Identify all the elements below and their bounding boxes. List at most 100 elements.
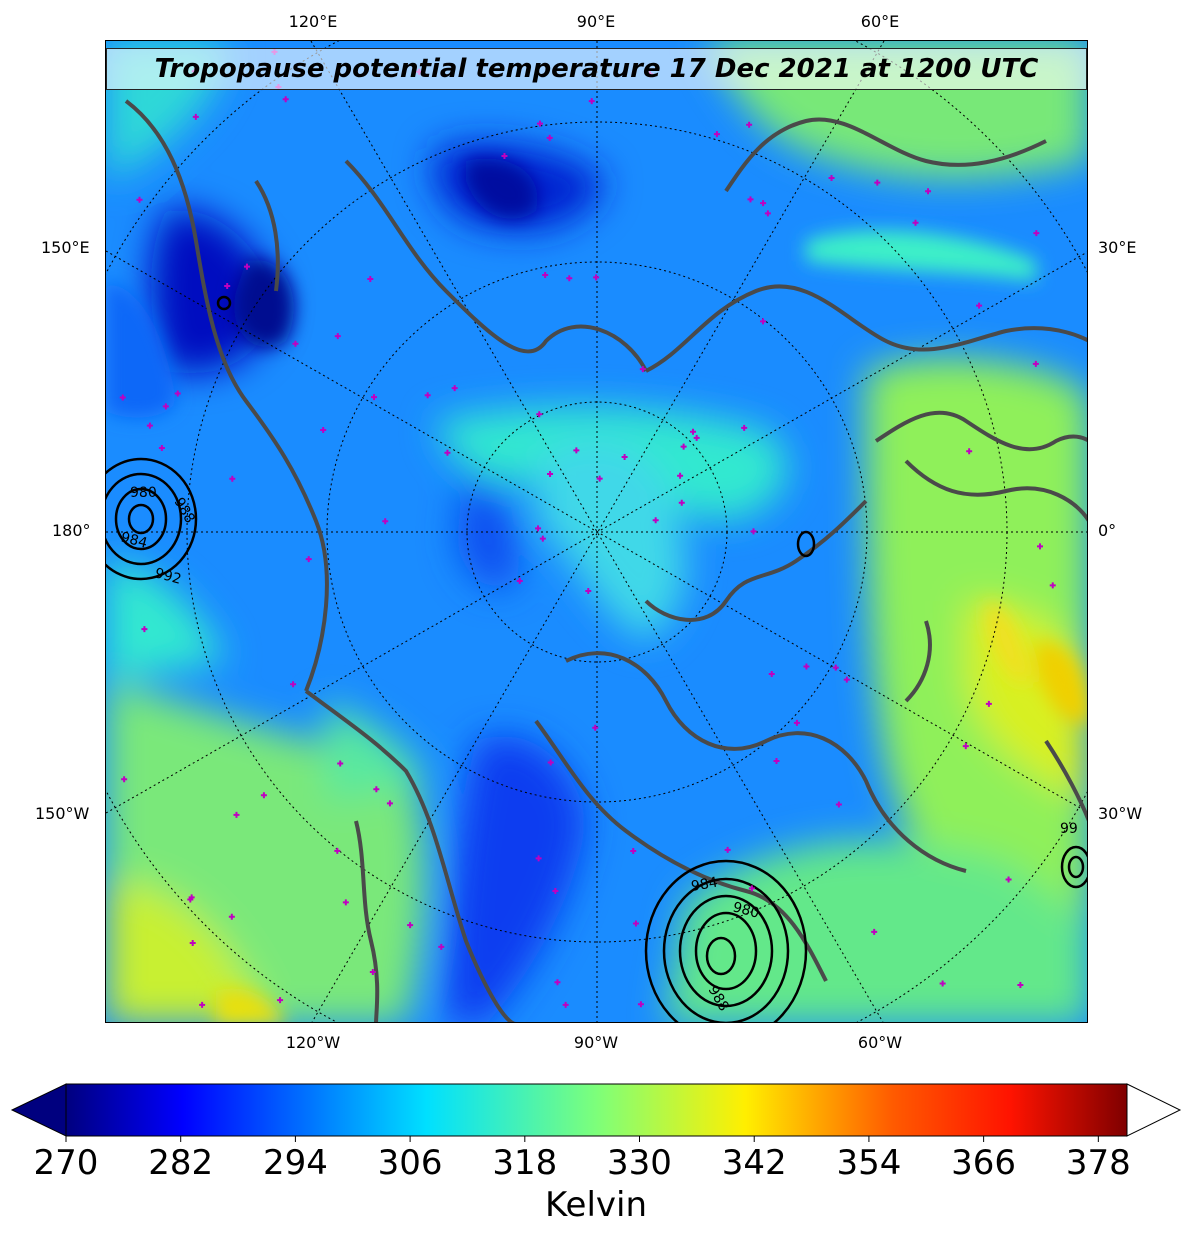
station-marker (874, 179, 881, 186)
contour-label: 980 (731, 899, 761, 921)
colorbar-tick-label: 270 (33, 1143, 99, 1183)
station-marker (334, 333, 341, 340)
station-marker (444, 449, 451, 456)
station-marker (713, 131, 720, 138)
colorbar-tick-label: 318 (492, 1143, 558, 1183)
station-marker (652, 517, 659, 524)
station-marker (566, 275, 573, 282)
station-marker (535, 525, 542, 532)
lon-label-top: 60°E (860, 12, 900, 31)
station-marker (630, 847, 637, 854)
station-marker (516, 577, 523, 584)
station-marker (724, 846, 731, 853)
station-marker (637, 1001, 644, 1008)
station-marker (119, 394, 126, 401)
station-marker (621, 453, 628, 460)
station-marker (192, 113, 199, 120)
colorbar-tick-label: 330 (607, 1143, 672, 1183)
station-marker (536, 411, 543, 418)
station-marker (966, 448, 973, 455)
lon-label-left: 180° (52, 521, 91, 540)
station-marker (793, 719, 800, 726)
station-marker (141, 626, 148, 633)
station-marker (424, 392, 431, 399)
station-marker (367, 275, 374, 282)
station-marker (593, 274, 600, 281)
station-marker (912, 219, 919, 226)
tropopause-theta-map: 980 988 984 992 980 984 988 99 (106, 41, 1087, 1022)
station-marker (828, 174, 835, 181)
lon-label-bottom: 90°W (573, 1033, 619, 1052)
map-panel: 980 988 984 992 980 984 988 99 (105, 40, 1088, 1023)
colorbar-tick-label: 342 (721, 1143, 787, 1183)
lon-label-right: 0° (1098, 521, 1117, 540)
station-marker (373, 786, 380, 793)
colorbar (10, 1083, 1182, 1142)
coastlines (124, 99, 1087, 1022)
station-marker (407, 922, 414, 929)
colorbar-tick-label: 294 (262, 1143, 328, 1183)
station-marker (585, 588, 592, 595)
station-marker (282, 96, 289, 103)
contour-label: 992 (153, 565, 183, 587)
colorbar-tick-label: 354 (836, 1143, 902, 1183)
station-marker (871, 928, 878, 935)
station-marker (976, 302, 983, 309)
station-marker (342, 899, 349, 906)
station-marker (588, 98, 595, 105)
colorbar-label: Kelvin (544, 1185, 648, 1225)
station-marker (554, 979, 561, 986)
station-marker (632, 920, 639, 927)
colorbar-gradient (65, 1083, 1128, 1137)
station-marker (552, 888, 559, 895)
station-marker (835, 801, 842, 808)
station-marker (292, 340, 299, 347)
station-marker (547, 759, 554, 766)
station-marker (741, 424, 748, 431)
colorbar-tick-label: 282 (148, 1143, 214, 1183)
colorbar-tick-label: 378 (1065, 1143, 1131, 1183)
lon-label-right: 30°E (1098, 238, 1137, 257)
map-title: Tropopause potential temperature 17 Dec … (106, 48, 1087, 90)
station-marker (542, 271, 549, 278)
station-marker (939, 980, 946, 987)
station-marker (562, 1001, 569, 1008)
station-marker (536, 120, 543, 127)
lon-label-right: 30°W (1098, 804, 1143, 823)
station-marker (746, 121, 753, 128)
station-marker (750, 528, 757, 535)
station-marker (369, 969, 376, 976)
station-marker (290, 681, 297, 688)
station-marker (438, 943, 445, 950)
station-marker (162, 403, 169, 410)
station-marker (1049, 582, 1056, 589)
colorbar-min-extend (10, 1083, 67, 1137)
station-marker (320, 426, 327, 433)
graticule (106, 41, 1087, 1022)
station-marker (243, 263, 250, 270)
station-marker (228, 913, 235, 920)
station-marker (158, 445, 165, 452)
station-marker (224, 282, 231, 289)
station-marker (764, 210, 771, 217)
station-marker (596, 475, 603, 482)
station-marker (693, 434, 700, 441)
station-marker (539, 535, 546, 542)
colorbar-tick-label: 306 (377, 1143, 443, 1183)
lon-label-bottom: 60°W (857, 1033, 903, 1052)
station-marker (305, 556, 312, 563)
lon-label-top: 120°E (288, 12, 338, 31)
station-marker (334, 847, 341, 854)
station-marker (573, 447, 580, 454)
station-marker (277, 997, 284, 1004)
station-marker (451, 385, 458, 392)
station-marker (639, 366, 646, 373)
station-marker (382, 518, 389, 525)
station-marker (748, 885, 755, 892)
colorbar-max-extend (1126, 1083, 1182, 1137)
contour-label: 980 (130, 485, 157, 501)
lon-label-bottom: 120°W (285, 1033, 341, 1052)
station-marker (680, 443, 687, 450)
station-marker (925, 188, 932, 195)
station-marker (386, 800, 393, 807)
